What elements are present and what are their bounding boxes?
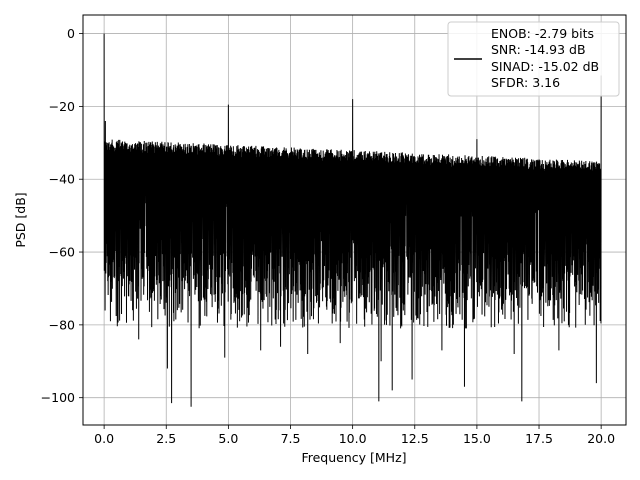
x-tick-label: 0.0 <box>94 431 114 446</box>
y-axis-label: PSD [dB] <box>13 192 28 247</box>
x-tick-label: 15.0 <box>463 431 491 446</box>
axis-ticks: 0.0 2.5 5.0 7.5 10.0 12.5 15.0 17.5 20.0 0 −20 −40 −… <box>41 26 615 446</box>
legend-box <box>447 21 620 97</box>
plot-area <box>103 33 602 407</box>
x-tick-label: 5.0 <box>218 431 238 446</box>
y-tick-label: −60 <box>49 245 75 260</box>
x-tick-label: 17.5 <box>525 431 553 446</box>
x-tick-label: 2.5 <box>156 431 176 446</box>
axes-frame <box>82 14 627 426</box>
x-tick-label: 7.5 <box>281 431 301 446</box>
legend-line-sfdr: SFDR: 3.16 <box>491 75 560 90</box>
legend-line-snr: SNR: -14.93 dB <box>491 42 586 57</box>
y-tick-label: −20 <box>49 99 75 114</box>
x-tick-label: 12.5 <box>401 431 429 446</box>
legend-line-enob: ENOB: -2.79 bits <box>491 26 594 41</box>
y-tick-label: −80 <box>49 317 75 332</box>
x-tick-label: 20.0 <box>587 431 615 446</box>
psd-series-line <box>103 33 602 407</box>
y-tick-label: 0 <box>67 26 75 41</box>
y-tick-label: −100 <box>41 390 75 405</box>
legend-line-sinad: SINAD: -15.02 dB <box>491 59 599 74</box>
x-axis-label: Frequency [MHz] <box>301 450 406 465</box>
legend: ENOB: -2.79 bits SNR: -14.93 dB SINAD: -… <box>447 21 620 97</box>
y-tick-label: −40 <box>49 172 75 187</box>
x-tick-label: 10.0 <box>339 431 367 446</box>
